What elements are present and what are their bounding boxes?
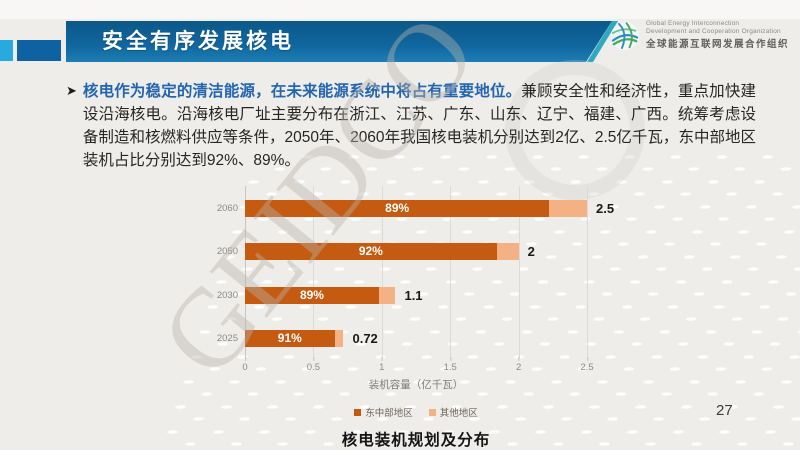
decoration-square-blue [17,40,61,61]
legend-swatch [354,408,362,416]
bar-segment-east: 89% [245,286,379,304]
legend-label: 东中部地区 [365,408,413,419]
gridline [587,186,588,359]
geidco-logo: Global Energy Interconnection Developmen… [610,20,789,51]
category-label: 2050 [216,246,238,258]
legend-item: 东中部地区 [354,405,413,419]
bar-segment-east: 89% [245,200,550,217]
x-tick-label: 2.5 [580,357,594,373]
bar-value-label: 1.1 [404,287,423,303]
bar-value-label: 2 [527,244,535,260]
chart-title: 核电装机规划及分布 [341,432,491,449]
bar-segment-east: 91% [245,329,335,347]
legend-label: 其他地区 [439,408,478,419]
x-axis-title: 装机容量（亿千瓦） [368,379,464,391]
bar-segment-other [496,243,519,261]
legend-swatch [428,408,436,416]
category-label: 2025 [216,332,238,344]
bar-2030: 89% [245,286,396,304]
logo-text: Global Energy Interconnection Developmen… [646,20,789,51]
bar-value-label: 2.5 [596,201,615,216]
x-tick-label: 1.5 [443,357,457,373]
bullet-paragraph: ➤ 核电作为稳定的清洁能源，在未来能源系统中将占有重要地位。兼顾安全性和经济性，… [66,80,756,172]
bar-segment-other [334,329,344,347]
chart-plot: 2060 89% 2.5 2050 92% 2 2030 89% 1.1 2025 91% 0.72 [217,186,614,359]
bar-segment-east: 92% [245,243,497,261]
logo-text-en-line1: Global Energy Interconnection [646,20,740,27]
chart-axis: 0 0.5 1 1.5 2 2.5 [242,357,594,373]
bar-2050: 92% [245,243,519,261]
logo-text-en-line2: Development and Cooperation Organization [646,28,781,35]
arrow-right-icon: ➤ [66,83,77,98]
bar-value-label: 0.72 [352,330,378,346]
x-tick-label: 0 [242,357,248,373]
bar-chart: 2060 89% 2.5 2050 92% 2 2030 89% 1.1 2025 91% 0.72 … [217,186,614,449]
chart-legend: 东中部地区 其他地区 [245,405,587,419]
category-label: 2030 [216,289,238,301]
bar-2025: 91% [245,329,344,347]
logo-text-cn: 全球能源互联网发展合作组织 [646,39,790,50]
category-label: 2060 [216,203,238,214]
top-strip [0,0,800,19]
decoration-square-cyan [0,40,13,61]
x-tick-label: 2 [515,357,522,373]
bullet-text: 核电作为稳定的清洁能源，在未来能源系统中将占有重要地位。兼顾安全性和经济性，重点… [83,80,756,172]
bar-segment-other [378,286,396,304]
slide-title: 安全有序发展核电 [102,30,294,53]
page-number: 27 [716,402,733,419]
legend-item: 其他地区 [428,405,478,419]
bullet-highlight: 核电作为稳定的清洁能源，在未来能源系统中将占有重要地位。 [82,83,522,100]
bar-segment-other [549,200,587,217]
slide-title-bar: 安全有序发展核电 [66,21,612,62]
x-tick-label: 1 [379,357,385,373]
x-tick-label: 0.5 [306,357,320,373]
globe-icon [611,21,639,50]
bar-2060: 89% [245,200,587,217]
